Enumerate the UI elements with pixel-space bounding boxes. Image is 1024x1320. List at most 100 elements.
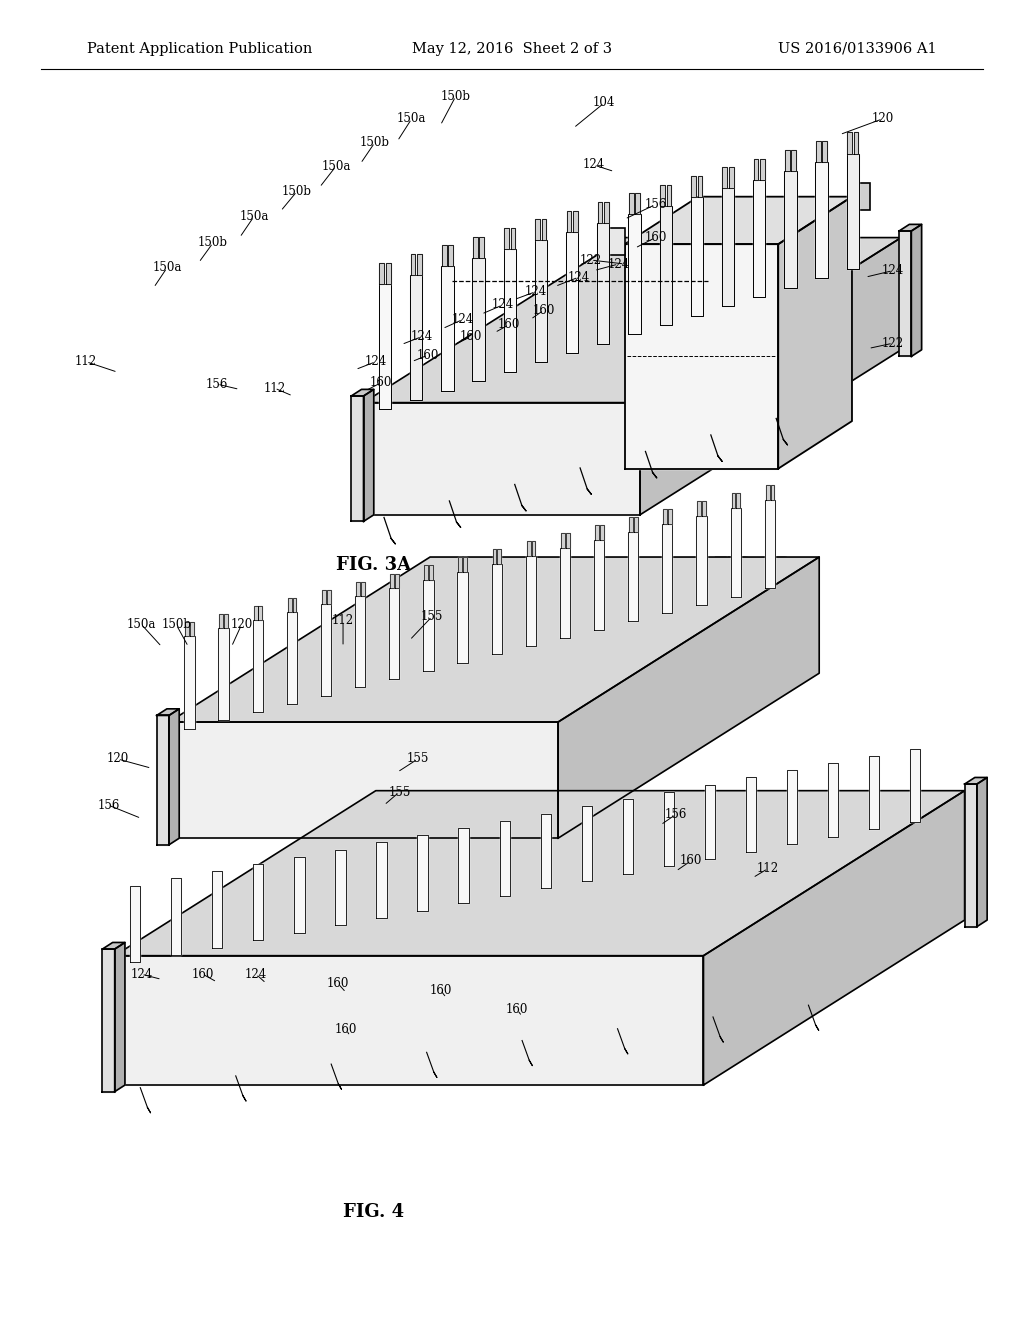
- Polygon shape: [977, 777, 987, 927]
- Text: 156: 156: [97, 799, 120, 812]
- Bar: [852, 183, 870, 210]
- Polygon shape: [102, 949, 115, 1092]
- Polygon shape: [379, 284, 391, 409]
- Polygon shape: [360, 582, 365, 597]
- Polygon shape: [473, 236, 478, 257]
- Polygon shape: [595, 525, 599, 540]
- Polygon shape: [459, 828, 469, 903]
- Polygon shape: [504, 228, 509, 249]
- Text: 160: 160: [335, 1023, 357, 1036]
- Text: 160: 160: [644, 231, 667, 244]
- Polygon shape: [629, 193, 634, 214]
- Polygon shape: [511, 228, 515, 249]
- Polygon shape: [356, 582, 359, 597]
- Polygon shape: [815, 162, 827, 279]
- Text: 112: 112: [757, 862, 779, 875]
- Text: 124: 124: [452, 313, 474, 326]
- Polygon shape: [628, 532, 638, 622]
- Text: 150b: 150b: [161, 618, 191, 631]
- Text: 112: 112: [75, 355, 97, 368]
- Polygon shape: [115, 956, 703, 1085]
- Text: 160: 160: [370, 376, 392, 389]
- Text: 160: 160: [327, 977, 349, 990]
- Polygon shape: [218, 628, 228, 721]
- Polygon shape: [754, 158, 759, 180]
- Text: 155: 155: [421, 610, 443, 623]
- Polygon shape: [660, 185, 665, 206]
- Polygon shape: [335, 850, 345, 925]
- Polygon shape: [702, 502, 707, 516]
- Text: 120: 120: [871, 112, 894, 125]
- Polygon shape: [157, 715, 169, 845]
- Polygon shape: [697, 176, 702, 197]
- Polygon shape: [792, 150, 796, 172]
- Polygon shape: [664, 510, 668, 524]
- Text: 150a: 150a: [397, 112, 426, 125]
- Polygon shape: [377, 842, 387, 917]
- Polygon shape: [224, 614, 228, 628]
- Polygon shape: [504, 249, 516, 372]
- Text: US 2016/0133906 A1: US 2016/0133906 A1: [778, 42, 937, 55]
- Polygon shape: [854, 132, 858, 153]
- Polygon shape: [816, 141, 820, 162]
- Text: 150b: 150b: [282, 185, 312, 198]
- Polygon shape: [102, 942, 125, 949]
- Polygon shape: [526, 541, 530, 556]
- Polygon shape: [500, 821, 510, 896]
- Polygon shape: [463, 557, 467, 572]
- Polygon shape: [424, 565, 428, 579]
- Polygon shape: [965, 784, 977, 927]
- Polygon shape: [253, 865, 263, 940]
- Text: 160: 160: [417, 348, 439, 362]
- Polygon shape: [410, 275, 422, 400]
- Polygon shape: [558, 557, 819, 838]
- Polygon shape: [604, 202, 609, 223]
- Polygon shape: [635, 193, 640, 214]
- Polygon shape: [390, 573, 394, 587]
- Polygon shape: [389, 587, 399, 680]
- Polygon shape: [253, 620, 263, 713]
- Polygon shape: [965, 777, 987, 784]
- Polygon shape: [493, 549, 497, 564]
- Polygon shape: [667, 185, 671, 206]
- Polygon shape: [364, 389, 374, 521]
- Polygon shape: [847, 132, 852, 153]
- Polygon shape: [542, 219, 547, 240]
- Polygon shape: [822, 141, 827, 162]
- Polygon shape: [423, 579, 433, 671]
- Polygon shape: [784, 150, 790, 172]
- Polygon shape: [664, 792, 674, 866]
- Text: 124: 124: [130, 968, 153, 981]
- Polygon shape: [910, 748, 921, 822]
- Polygon shape: [525, 556, 536, 647]
- Polygon shape: [185, 622, 189, 636]
- Polygon shape: [566, 211, 571, 232]
- Text: May 12, 2016  Sheet 2 of 3: May 12, 2016 Sheet 2 of 3: [412, 42, 612, 55]
- Text: 156: 156: [644, 198, 667, 211]
- Text: 160: 160: [429, 983, 452, 997]
- Polygon shape: [723, 168, 727, 189]
- Text: 150a: 150a: [240, 210, 268, 223]
- Polygon shape: [355, 597, 366, 688]
- Text: 124: 124: [583, 158, 605, 172]
- Polygon shape: [629, 517, 633, 532]
- Polygon shape: [287, 612, 297, 704]
- Polygon shape: [560, 548, 570, 638]
- Polygon shape: [640, 238, 901, 515]
- Polygon shape: [498, 549, 502, 564]
- Text: 160: 160: [680, 854, 702, 867]
- Text: 150a: 150a: [127, 618, 156, 631]
- Polygon shape: [395, 573, 399, 587]
- Polygon shape: [429, 565, 433, 579]
- Text: 155: 155: [388, 785, 411, 799]
- Polygon shape: [745, 777, 756, 851]
- Polygon shape: [899, 231, 911, 356]
- Polygon shape: [479, 236, 484, 257]
- Polygon shape: [417, 253, 422, 275]
- Polygon shape: [212, 871, 222, 948]
- Polygon shape: [731, 494, 735, 508]
- Polygon shape: [753, 180, 765, 297]
- Polygon shape: [171, 879, 181, 954]
- Text: 124: 124: [411, 330, 433, 343]
- Polygon shape: [765, 500, 775, 589]
